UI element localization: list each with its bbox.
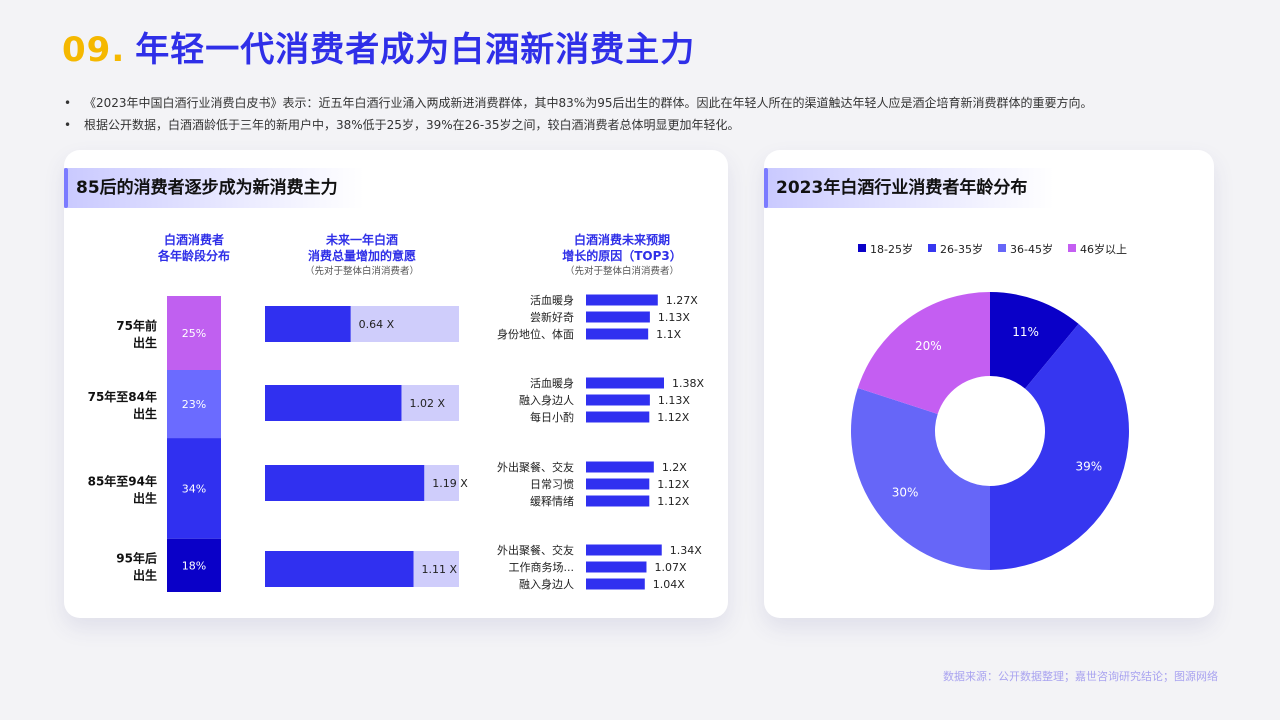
age-row-label: 出生: [133, 406, 157, 421]
will-bar-label: 1.19 X: [432, 477, 468, 490]
age-stack-label: 23%: [182, 398, 206, 411]
age-row-label: 出生: [133, 335, 157, 350]
reason-bar: [586, 561, 647, 573]
age-stack-segment: [167, 538, 221, 592]
right-card-title: 2023年白酒行业消费者年龄分布: [764, 168, 1054, 208]
reason-bar: [586, 411, 650, 423]
reason-bar: [586, 461, 654, 473]
reason-label: 外出聚餐、交友: [497, 543, 574, 557]
age-stack-label: 34%: [182, 482, 206, 495]
left-card-title: 85后的消费者逐步成为新消费主力: [64, 168, 364, 208]
age-row-label: 85年至94年: [88, 473, 157, 488]
reason-label: 工作商务场...: [509, 560, 575, 574]
bullet-item: 《2023年中国白酒行业消费白皮书》表示：近五年白酒行业涌入两成新进消费群体，其…: [62, 92, 1232, 114]
pie-slice-label: 30%: [892, 486, 919, 500]
reason-value-label: 1.12X: [657, 495, 689, 508]
title-text: 年轻一代消费者成为白酒新消费主力: [135, 30, 696, 70]
will-bar-label: 1.02 X: [409, 397, 445, 410]
legend-label: 18-25岁: [870, 242, 913, 256]
age-stack-segment: [167, 296, 221, 370]
reason-label: 活血暖身: [530, 293, 574, 307]
pie-slice: [990, 323, 1129, 570]
bullet-item: 根据公开数据，白酒酒龄低于三年的新用户中，38%低于25岁，39%在26-35岁…: [62, 114, 1232, 136]
page-title: 09. 年轻一代消费者成为白酒新消费主力: [62, 22, 695, 71]
reason-bar: [586, 394, 650, 406]
reason-bar: [586, 328, 649, 340]
reason-bar: [586, 311, 650, 323]
source-note: 数据来源：公开数据整理；嘉世咨询研究结论；图源网络: [943, 670, 1218, 683]
legend-swatch: [858, 244, 866, 252]
col-header-reasons: 增长的原因（TOP3）: [562, 248, 682, 263]
col-subheader-increase-will: （先对于整体白消消费者）: [305, 265, 419, 277]
left-card: 85后的消费者逐步成为新消费主力 白酒消费者 各年龄段分布 未来一年白酒 消费总量增加…: [64, 150, 728, 618]
reason-label: 每日小酌: [530, 410, 574, 424]
age-stack-segment: [167, 370, 221, 439]
age-row-label: 出生: [133, 490, 157, 505]
legend-label: 46岁以上: [1080, 242, 1127, 256]
reason-value-label: 1.27X: [666, 294, 698, 307]
reason-label: 尝新好奇: [530, 310, 574, 324]
reason-value-label: 1.04X: [653, 578, 685, 591]
will-bar-label: 1.11 X: [422, 563, 458, 576]
reason-value-label: 1.13X: [658, 394, 690, 407]
age-row-label: 出生: [133, 567, 157, 582]
will-bar-label: 0.64 X: [359, 318, 395, 331]
title-number: 09.: [62, 30, 126, 70]
reason-label: 外出聚餐、交友: [497, 460, 574, 474]
reason-value-label: 1.2X: [662, 461, 687, 474]
reason-label: 融入身边人: [519, 577, 574, 591]
age-row-label: 95年后: [116, 550, 157, 565]
age-stack-segment: [167, 438, 221, 539]
reason-label: 活血暖身: [530, 376, 574, 390]
col-header-age-dist: 白酒消费者: [164, 232, 224, 247]
reason-value-label: 1.38X: [672, 377, 704, 390]
bullet-list: 《2023年中国白酒行业消费白皮书》表示：近五年白酒行业涌入两成新进消费群体，其…: [62, 92, 1232, 136]
reason-value-label: 1.34X: [670, 544, 702, 557]
age-row-label: 75年前: [116, 318, 157, 333]
will-bar-fill: [265, 551, 414, 587]
col-header-increase-will: 未来一年白酒: [325, 232, 398, 247]
reason-bar: [586, 578, 645, 590]
col-header-reasons: 白酒消费未来预期: [574, 232, 670, 247]
col-header-increase-will: 消费总量增加的意愿: [308, 248, 416, 263]
pie-slice-label: 39%: [1075, 460, 1102, 474]
reason-label: 日常习惯: [530, 477, 574, 491]
reason-bar: [586, 495, 650, 507]
pie-chart-svg: 11% 39% 30% 20% 18-25岁 26-35岁 36-45岁 46岁以上: [851, 242, 1129, 570]
will-bar-fill: [265, 465, 425, 501]
reason-bar: [586, 294, 658, 306]
col-subheader-reasons: （先对于整体白消消费者）: [565, 265, 679, 277]
right-card: 2023年白酒行业消费者年龄分布 11% 39% 30% 20% 18-25岁 26-35…: [764, 150, 1214, 618]
will-bar-fill: [265, 306, 351, 342]
legend-swatch: [928, 244, 936, 252]
legend-label: 36-45岁: [1010, 242, 1053, 256]
reason-value-label: 1.12X: [657, 411, 689, 424]
pie-slice: [851, 388, 990, 570]
reason-value-label: 1.12X: [657, 478, 689, 491]
reason-bar: [586, 544, 662, 556]
legend-label: 26-35岁: [940, 242, 983, 256]
col-header-age-dist: 各年龄段分布: [157, 248, 230, 263]
age-stack-label: 25%: [182, 327, 206, 340]
pie-slice-label: 20%: [915, 339, 942, 353]
reason-value-label: 1.07X: [654, 561, 686, 574]
reason-label: 身份地位、体面: [497, 327, 574, 341]
age-row-label: 75年至84年: [88, 389, 157, 404]
pie-slice: [990, 292, 1079, 389]
reason-label: 缓释情绪: [530, 494, 574, 508]
pie-slice: [857, 292, 990, 415]
reason-bar: [586, 478, 650, 490]
age-stack-label: 18%: [182, 559, 206, 572]
legend-swatch: [998, 244, 1006, 252]
legend-swatch: [1068, 244, 1076, 252]
reason-value-label: 1.13X: [658, 311, 690, 324]
will-bar-fill: [265, 385, 402, 421]
reason-value-label: 1.1X: [656, 328, 681, 341]
pie-slice-label: 11%: [1012, 325, 1039, 339]
reason-bar: [586, 377, 664, 389]
reason-label: 融入身边人: [519, 393, 574, 407]
